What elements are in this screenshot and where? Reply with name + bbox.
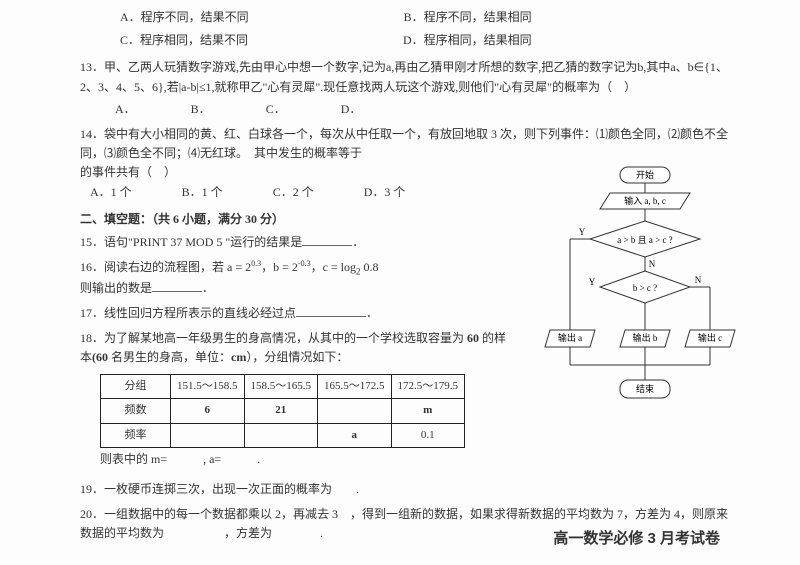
r1-4: m — [391, 399, 465, 424]
q18-t1: 为了解某地高一年级男生的身高情况，从其中的一个学校选取容量为 — [104, 331, 467, 345]
q15-num: 15． — [80, 235, 104, 249]
q15-text: 语句"PRINT 37 MOD 5 "运行的结果是 — [104, 235, 302, 249]
r1-2: 21 — [244, 399, 318, 424]
r2-2 — [244, 423, 318, 448]
svg-text:a > b 且 a > c ?: a > b 且 a > c ? — [617, 235, 672, 245]
th-2: 158.5～165.5 — [244, 374, 318, 399]
th-0: 分组 — [101, 374, 171, 399]
svg-text:N: N — [695, 275, 702, 285]
q16-out: 则输出的数是 — [80, 281, 152, 295]
q16-blank — [152, 280, 202, 292]
q17-blank — [296, 305, 366, 317]
q18-num: 18． — [80, 331, 104, 345]
q12-opt-d: D．程序相同，结果相同 — [403, 31, 532, 50]
q16-t4: 0.8 — [361, 260, 379, 274]
q19-text: 一枚硬币连掷三次，出现一次正面的概率为 . — [104, 482, 359, 496]
r1-1: 6 — [171, 399, 245, 424]
svg-text:开始: 开始 — [636, 169, 654, 180]
q18b: 则表中的 m= , a= . — [100, 450, 740, 469]
q14-d: D．3 个 — [364, 183, 406, 202]
q14-b: B．1 个 — [182, 183, 223, 202]
svg-text:输出 a: 输出 a — [558, 332, 582, 343]
q17-num: 17． — [80, 306, 104, 320]
q18-t4: ），分组情况如下： — [246, 350, 348, 364]
r2-1 — [171, 423, 245, 448]
svg-text:Y: Y — [589, 277, 596, 287]
svg-text:输出 b: 输出 b — [633, 332, 658, 343]
q18-t3: 名男生的身高，单位： — [108, 350, 231, 364]
q12-opt-b: B．程序不同，结果相同 — [404, 8, 532, 27]
q18-60a: 60 — [467, 331, 479, 345]
r2-0: 频率 — [101, 423, 171, 448]
r1-3 — [318, 399, 392, 424]
data-table: 分组 151.5～158.5 158.5～165.5 165.5～172.5 1… — [100, 374, 465, 449]
q13-num: 13． — [80, 60, 104, 74]
q12-opt-c: C．程序相同，结果不同 — [120, 31, 248, 50]
q19-num: 19． — [80, 482, 104, 496]
r2-4: 0.1 — [391, 423, 465, 448]
q18-cm: cm — [231, 350, 246, 364]
q13-text: 甲、乙两人玩猜数字游戏,先由甲心中想一个数字,记为a,再由乙猜甲刚才所想的数字,… — [80, 60, 728, 93]
q15-blank — [302, 234, 352, 246]
q12-opt-a: A．程序不同，结果不同 — [120, 8, 249, 27]
q16-t1: 阅读右边的流程图，若 a = 2 — [104, 260, 251, 274]
q13-a: A． — [115, 100, 136, 119]
svg-text:结束: 结束 — [636, 383, 654, 394]
th-3: 165.5～172.5 — [318, 374, 392, 399]
q13-c: C． — [266, 100, 286, 119]
svg-text:输入 a, b, c: 输入 a, b, c — [624, 195, 666, 206]
q16-num: 16． — [80, 260, 104, 274]
r1-0: 频数 — [101, 399, 171, 424]
q20-num: 20． — [80, 507, 104, 521]
th-1: 151.5～158.5 — [171, 374, 245, 399]
q13-b: B． — [191, 100, 211, 119]
q18-60b: 60 — [96, 350, 108, 364]
svg-text:b > c ?: b > c ? — [633, 283, 657, 293]
q17-text: 线性回归方程所表示的直线必经过点 — [104, 306, 296, 320]
svg-text:Y: Y — [579, 227, 586, 237]
r2-3: a — [318, 423, 392, 448]
q14-num: 14． — [80, 127, 104, 141]
q16-t2: ，b = 2 — [261, 260, 298, 274]
q14-c: C．2 个 — [273, 183, 314, 202]
footer-title: 高一数学必修 3 月考试卷 — [553, 527, 720, 551]
q14-a: A．1 个 — [90, 183, 132, 202]
q14-text: 袋中有大小相同的黄、红、白球各一个，每次从中任取一个，有放回地取 3 次，则下列… — [80, 127, 728, 160]
q13-d: D． — [341, 100, 362, 119]
svg-text:输出 c: 输出 c — [698, 332, 722, 343]
th-4: 172.5～179.5 — [391, 374, 465, 399]
flowchart-diagram: 开始 输入 a, b, c a > b 且 a > c ? Y N b > c … — [540, 165, 745, 420]
q16-t3: ，c = log — [311, 260, 356, 274]
svg-text:N: N — [649, 259, 656, 269]
